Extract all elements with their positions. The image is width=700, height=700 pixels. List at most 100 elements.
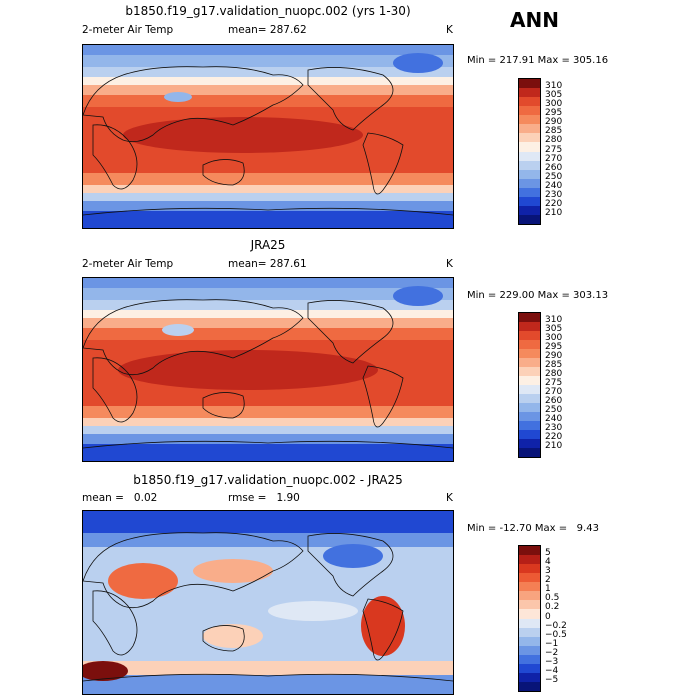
band-north-diff	[83, 533, 453, 547]
colorbar-tick-label: 280	[545, 135, 563, 146]
colorbar-swatch	[519, 214, 540, 224]
colorbar-tick-label: 0.5	[545, 593, 560, 604]
panel1-map-svg	[83, 45, 453, 228]
band-north-warm	[83, 85, 453, 95]
band-south-warm	[83, 173, 453, 185]
panel1-map	[82, 44, 454, 229]
colorbar-tick-label: 285	[545, 126, 563, 137]
colorbar-swatch	[519, 600, 540, 610]
colorbar-swatch	[519, 88, 540, 98]
coast-north-america	[307, 300, 394, 364]
band-north-cold	[83, 300, 453, 310]
colorbar-swatch	[519, 591, 540, 601]
coastlines	[83, 532, 453, 682]
colorbar-tick-label: −4	[545, 665, 559, 676]
colorbar-tick-label: −0.2	[545, 620, 567, 631]
colorbar-swatch	[519, 654, 540, 664]
band-south-mid	[83, 185, 453, 193]
colorbar-swatch	[519, 618, 540, 628]
colorbar-tick-label: 260	[545, 396, 563, 406]
colorbar-swatch	[519, 645, 540, 655]
colorbar-swatch	[519, 582, 540, 592]
coast-north-america	[307, 533, 394, 597]
coast-south-america	[362, 132, 404, 195]
panel2-map-svg	[83, 278, 453, 461]
colorbar-swatch	[519, 573, 540, 583]
panel1-colorbar	[518, 78, 541, 225]
colorbar-swatch	[519, 142, 540, 152]
panel3-title: b1850.f19_g17.validation_nuopc.002 - JRA…	[133, 473, 403, 487]
band-arctic-diff	[83, 511, 453, 533]
colorbar-swatch	[519, 160, 540, 170]
colorbar-tick-label: 310	[545, 81, 563, 92]
band-arctic	[83, 278, 453, 288]
band-arctic	[83, 45, 453, 55]
colorbar-tick-label: −3	[545, 656, 559, 667]
panel2-map	[82, 277, 454, 462]
colorbar-tick-label: −1	[545, 638, 559, 649]
colorbar-tick-label: 275	[545, 144, 563, 155]
coast-north-america	[307, 67, 394, 131]
colorbar-swatch	[519, 322, 540, 331]
band-antarctic-diff	[83, 675, 453, 694]
colorbar-swatch	[519, 403, 540, 412]
greenland-cold-region	[393, 53, 443, 73]
southern-ocean-diff	[83, 661, 453, 675]
band-south-cold	[83, 201, 453, 211]
colorbar-swatch	[519, 124, 540, 134]
colorbar-swatch	[519, 672, 540, 682]
colorbar-tick-label: 280	[545, 369, 563, 379]
colorbar-swatch	[519, 106, 540, 116]
band-south-mid	[83, 418, 453, 426]
band-north-mid	[83, 310, 453, 318]
africa-warm-diff	[108, 563, 178, 599]
colorbar-swatch	[519, 97, 540, 107]
band-subtropic-north	[83, 328, 453, 340]
colorbar-tick-label: 270	[545, 153, 563, 164]
colorbar-tick-label: 2	[545, 575, 551, 586]
colorbar-swatch	[519, 555, 540, 565]
panel3-rmse-label: rmse = 1.90	[228, 492, 300, 504]
band-south-cool	[83, 193, 453, 201]
colorbar-swatch	[519, 151, 540, 161]
coast-australia	[202, 392, 245, 419]
colorbar-tick-label: 1	[545, 584, 551, 595]
band-south-warm	[83, 406, 453, 418]
colorbar-swatch	[519, 412, 540, 421]
colorbar-tick-label: 210	[545, 207, 563, 218]
panel2-left-label: 2-meter Air Temp	[82, 258, 174, 270]
panel2-mean-label: mean= 287.61	[228, 258, 307, 270]
coast-africa	[92, 590, 138, 656]
colorbar-tick-label: 290	[545, 117, 563, 128]
panel2-minmax: Min = 229.00 Max = 303.13	[467, 290, 609, 301]
panel3-minmax: Min = -12.70 Max = 9.43	[467, 523, 599, 534]
panel1-left-label: 2-meter Air Temp	[82, 24, 174, 36]
colorbar-swatch	[519, 133, 540, 143]
colorbar-tick-label: 5	[545, 548, 551, 559]
colorbar-swatch	[519, 349, 540, 358]
colorbar-swatch	[519, 430, 540, 439]
warm-pool-region	[118, 350, 378, 390]
north-america-cold-diff	[323, 544, 383, 568]
colorbar-swatch	[519, 376, 540, 385]
colorbar-swatch	[519, 187, 540, 197]
panel1-mean-label: mean= 287.62	[228, 24, 307, 36]
colorbar-tick-label: 295	[545, 108, 563, 119]
colorbar-swatch	[519, 421, 540, 430]
pacific-neutral-diff	[268, 601, 358, 621]
colorbar-tick-label: 290	[545, 351, 563, 361]
colorbar-swatch	[519, 564, 540, 574]
australia-diff	[203, 624, 263, 648]
tibet-cold-region	[162, 324, 194, 336]
band-high-north	[83, 55, 453, 67]
colorbar-swatch	[519, 367, 540, 376]
band-north-mid	[83, 77, 453, 85]
colorbar-tick-label: 230	[545, 189, 563, 200]
colorbar-tick-label: −2	[545, 647, 559, 658]
panel2-units: K	[446, 258, 453, 270]
panel2-colorbar	[518, 312, 541, 458]
colorbar-swatch	[519, 205, 540, 215]
coast-antarctica	[83, 207, 453, 216]
band-north-warm	[83, 318, 453, 328]
colorbar-tick-label: 0	[545, 611, 551, 622]
